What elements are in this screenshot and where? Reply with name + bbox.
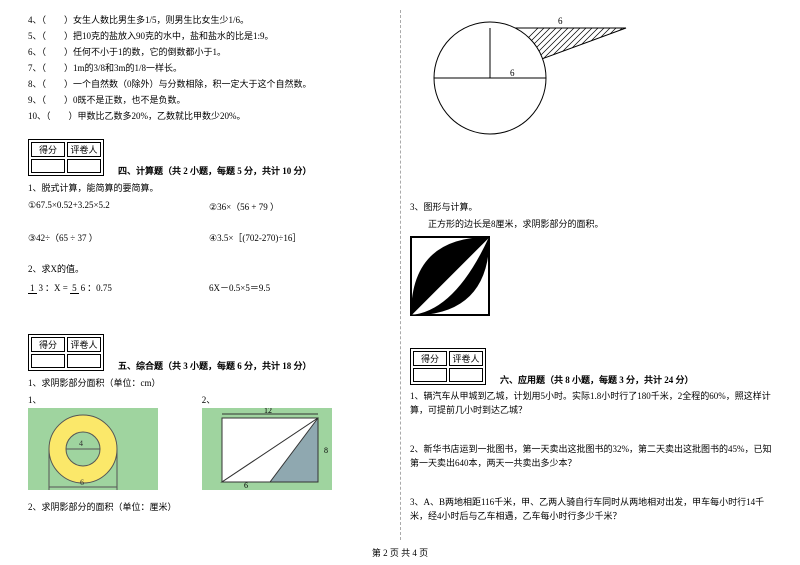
comp-2: 2、求阴影部分的面积（单位：厘米） <box>28 500 390 513</box>
figure-square-leaf <box>410 236 490 316</box>
judgment-7: 7、（ ）1m的3/8和3m的1/8一样长。 <box>28 61 390 74</box>
svg-text:6: 6 <box>558 16 563 26</box>
section-4-title: 四、计算题（共 2 小题，每题 5 分，共计 10 分） <box>118 164 390 177</box>
comp-1: 1、求阴影部分面积（单位：cm） <box>28 376 390 389</box>
score-box-5: 得分评卷人 <box>28 334 104 371</box>
judgment-9: 9、（ ）0既不是正数，也不是负数。 <box>28 93 390 106</box>
figure-2-rect-triangle: 12 8 6 <box>202 408 332 490</box>
expr-4: ④3.5×［(702-270)÷16］ <box>209 231 390 244</box>
app-q2: 2、新华书店运到一批图书，第一天卖出这批图书的32%，第二天卖出这批图书的45%… <box>410 443 772 470</box>
app-q1: 1、辆汽车从甲城到乙城，计划用5小时。实际1.8小时行了180千米，2全程的60… <box>410 390 772 417</box>
svg-text:6: 6 <box>244 481 248 490</box>
calc-intro-2: 2、求X的值。 <box>28 262 390 275</box>
score-box-6: 得分评卷人 <box>410 348 486 385</box>
figure-1-label: 1、 <box>28 393 202 406</box>
geom-desc: 正方形的边长是8厘米，求阴影部分的面积。 <box>410 217 772 230</box>
svg-text:6: 6 <box>510 68 515 78</box>
column-divider <box>400 10 401 540</box>
figure-1-annulus: 4 6 <box>28 408 158 490</box>
expr-2: ②36×（56 + 79 ） <box>209 200 390 213</box>
section-5-title: 五、综合题（共 3 小题，每题 6 分，共计 18 分） <box>118 359 390 372</box>
equation-2: 6X－0.5×5＝9.5 <box>209 281 390 294</box>
figure-2-label: 2、 <box>202 393 376 406</box>
svg-text:4: 4 <box>79 439 83 448</box>
expr-1: ①67.5×0.52+3.25×5.2 <box>28 200 209 213</box>
geom-title: 3、图形与计算。 <box>410 200 772 213</box>
figure-semicircle-triangle: 6 6 <box>410 14 630 164</box>
equation-1: 13：X = 56：0.75 <box>28 281 209 294</box>
svg-text:8: 8 <box>324 446 328 455</box>
svg-text:6: 6 <box>80 478 84 487</box>
section-6-title: 六、应用题（共 8 小题，每题 3 分，共计 24 分） <box>500 373 772 386</box>
score-box-4: 得分评卷人 <box>28 139 104 176</box>
judgment-5: 5、（ ）把10克的盐放入90克的水中，盐和盐水的比是1:9。 <box>28 29 390 42</box>
judgment-4: 4、（ ）女生人数比男生多1/5，则男生比女生少1/6。 <box>28 13 390 26</box>
judgment-10: 10、（ ）甲数比乙数多20%，乙数就比甲数少20%。 <box>28 109 390 122</box>
app-q3: 3、A、B两地相距116千米，甲、乙两人骑自行车同时从两地相对出发，甲车每小时行… <box>410 496 772 523</box>
calc-intro-1: 1、脱式计算，能简算的要简算。 <box>28 181 390 194</box>
judgment-6: 6、（ ）任何不小于1的数，它的倒数都小于1。 <box>28 45 390 58</box>
svg-text:12: 12 <box>264 408 272 415</box>
page-footer: 第 2 页 共 4 页 <box>0 546 800 559</box>
expr-3: ③42÷（65 ÷ 37 ） <box>28 231 209 244</box>
judgment-8: 8、（ ）一个自然数（0除外）与分数相除，积一定大于这个自然数。 <box>28 77 390 90</box>
